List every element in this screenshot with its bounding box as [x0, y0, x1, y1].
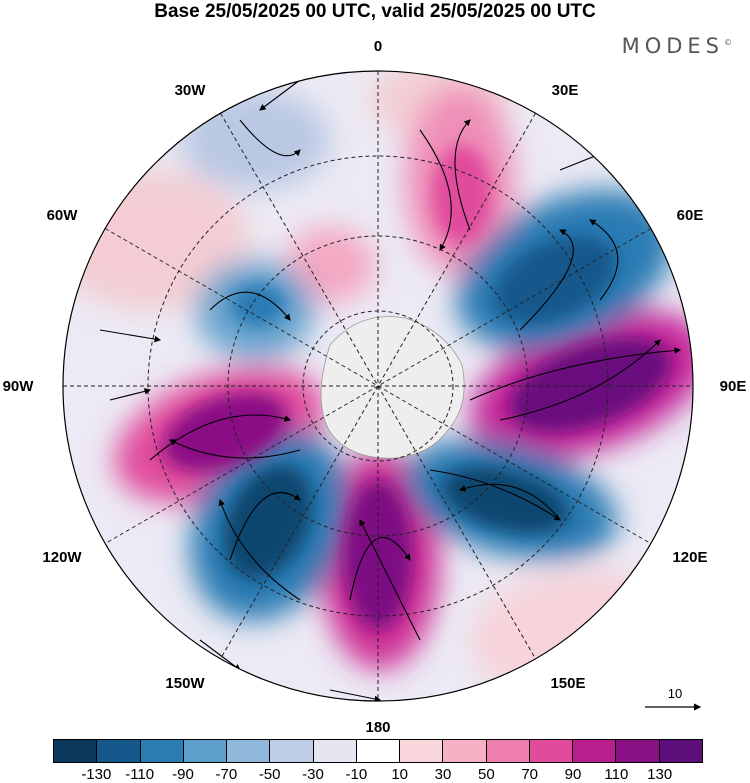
colorbar-swatch [356, 740, 401, 762]
colorbar-tick-label: 30 [434, 766, 452, 783]
colorbar-swatch [659, 740, 702, 762]
colorbar-tick-label: -50 [258, 766, 281, 783]
lon-label-120w: 120W [42, 549, 82, 566]
colorbar-swatch [443, 740, 487, 762]
colorbar-swatch [54, 740, 98, 762]
colorbar-tick-label: -10 [345, 766, 368, 783]
brand-logo: MODES© [622, 34, 732, 58]
lon-label-150e: 150E [550, 675, 585, 692]
anomaly-field [63, 71, 693, 701]
colorbar [53, 739, 703, 763]
colorbar-tick-label: 10 [391, 766, 408, 783]
lon-label-30e: 30E [552, 82, 579, 99]
colorbar-swatch [529, 740, 574, 762]
colorbar-tick-label: 90 [564, 766, 582, 783]
map-title: Base 25/05/2025 00 UTC, valid 25/05/2025… [154, 1, 596, 22]
colorbar-swatch [486, 740, 530, 762]
colorbar-tick-label: 50 [477, 766, 495, 783]
lon-label-90w: 90W [3, 378, 35, 395]
reference-vector-label: 10 [667, 686, 683, 701]
colorbar-swatch [573, 740, 617, 762]
colorbar-swatch [400, 740, 444, 762]
colorbar-swatch [183, 740, 228, 762]
colorbar-tick-label: 110 [604, 766, 629, 783]
brand-text: MODES [621, 34, 724, 58]
polar-map: 0 30E 60E 90E 120E 150E 180 150W 120W 90… [3, 38, 747, 735]
colorbar-swatch [140, 740, 184, 762]
lon-label-120e: 120E [672, 549, 707, 566]
colorbar-swatch [97, 740, 141, 762]
colorbar-tick-label: -70 [215, 766, 238, 783]
colorbar-tick-label: -130 [81, 766, 112, 783]
colorbar-swatch [313, 740, 357, 762]
colorbar-tick-label: 130 [647, 766, 673, 783]
lon-label-180: 180 [365, 719, 390, 735]
colorbar-ticks: -130 -110 -90 -70 -50 -30 -10 10 30 50 70 90 110 130 [53, 766, 703, 783]
colorbar-tick-label: -110 [125, 766, 155, 783]
lon-label-60w: 60W [47, 207, 79, 224]
lon-label-30w: 30W [175, 82, 207, 99]
colorbar-swatch [616, 740, 660, 762]
lon-label-150w: 150W [165, 675, 205, 692]
colorbar-tick-label: 70 [521, 766, 538, 783]
colorbar-tick-label: -30 [302, 766, 324, 783]
lon-label-90e: 90E [720, 378, 747, 395]
colorbar-swatch [270, 740, 314, 762]
colorbar-swatch [227, 740, 271, 762]
brand-mark: © [724, 38, 732, 47]
lon-label-60e: 60E [677, 207, 704, 224]
colorbar-tick-label: -90 [172, 766, 194, 783]
lon-label-0: 0 [374, 38, 382, 55]
